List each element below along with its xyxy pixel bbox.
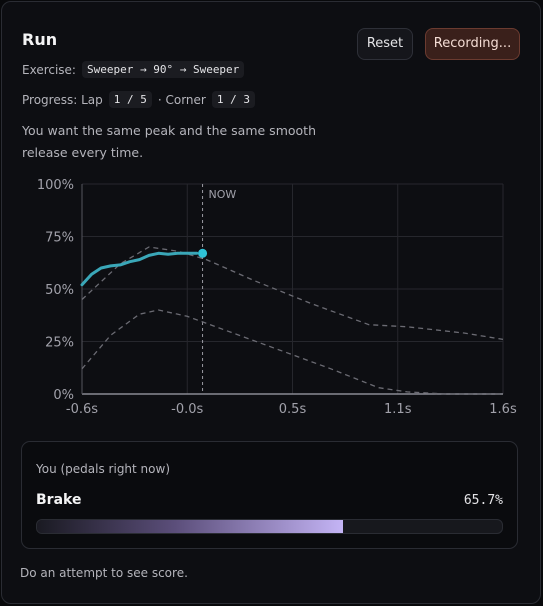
live-input-panel: You (pedals right now) Brake 65.7% [21, 441, 518, 549]
y-tick-label: 25% [45, 336, 74, 351]
brake-bar [36, 519, 503, 534]
page-title: Run [22, 30, 58, 49]
exercise-row: Exercise: Sweeper → 90° → Sweeper [22, 61, 245, 78]
live-point [198, 248, 208, 258]
score-hint: Do an attempt to see score. [20, 566, 188, 580]
progress-row: Progress: Lap 1 / 5 · Corner 1 / 3 [22, 91, 255, 108]
now-label: NOW [209, 188, 237, 201]
y-tick-label: 75% [45, 231, 74, 246]
y-tick-label: 50% [45, 283, 74, 298]
progress-label: Progress: Lap [22, 92, 103, 107]
recording-button[interactable]: Recording... [425, 28, 520, 60]
brake-bar-fill [37, 520, 343, 533]
description: You want the same peak and the same smoo… [22, 123, 316, 160]
exercise-label: Exercise: [22, 62, 76, 77]
y-tick-label: 100% [37, 178, 74, 193]
x-tick-label: -0.0s [171, 402, 203, 417]
lap-value: 1 / 5 [108, 91, 152, 108]
x-tick-label: 1.6s [489, 402, 517, 417]
corner-value: 1 / 3 [211, 91, 255, 108]
target-lower-line [81, 309, 503, 395]
exercise-value: Sweeper → 90° → Sweeper [81, 61, 245, 78]
brake-trace-chart: 100% 75% 50% 25% 0%-0.6s -0.0s 0.5s 1.1s 1.6s NOW [37, 178, 517, 417]
corner-label: · Corner [157, 92, 206, 107]
y-tick-label: 0% [53, 388, 74, 403]
reset-button[interactable]: Reset [357, 28, 413, 60]
live-brake-line [80, 251, 199, 287]
panel-label: You (pedals right now) [36, 462, 171, 476]
x-tick-label: 1.1s [384, 402, 412, 417]
x-tick-label: 0.5s [279, 402, 307, 417]
pedal-name: Brake [36, 492, 82, 508]
pedal-value: 65.7% [463, 493, 503, 508]
x-tick-label: -0.6s [66, 402, 98, 417]
target-upper-line [81, 246, 504, 341]
